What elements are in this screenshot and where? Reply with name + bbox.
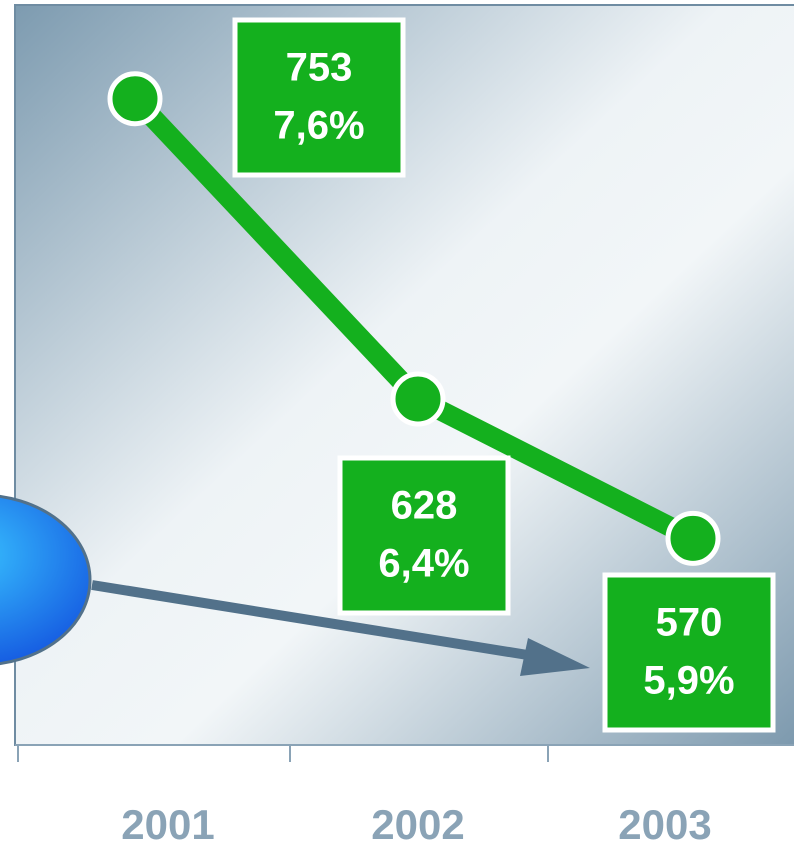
x-ticks [17,745,549,762]
value-label: 628 [391,484,458,528]
arrow-head [520,638,590,676]
x-tick-label: 2002 [371,801,464,844]
label-box [337,455,511,616]
point [107,71,163,127]
percent-label: 7,6% [273,104,364,148]
value-label: 570 [656,601,723,645]
point [665,510,721,566]
arrow [91,580,541,662]
x-tick-label: 2003 [618,801,711,844]
label-box [232,17,406,178]
decor-ellipse [0,494,92,666]
percent-label: 5,9% [643,659,734,703]
label-box [602,572,776,733]
point [390,371,446,427]
percent-label: 6,4% [378,542,469,586]
x-tick-label: 2001 [121,801,214,844]
value-label: 753 [286,46,353,90]
